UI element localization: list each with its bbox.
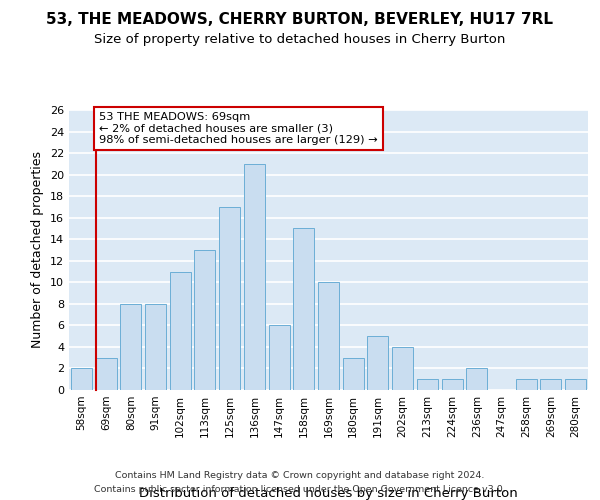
Y-axis label: Number of detached properties: Number of detached properties xyxy=(31,152,44,348)
Bar xyxy=(269,326,290,390)
Bar xyxy=(170,272,191,390)
X-axis label: Distribution of detached houses by size in Cherry Burton: Distribution of detached houses by size … xyxy=(139,487,518,500)
Text: 53, THE MEADOWS, CHERRY BURTON, BEVERLEY, HU17 7RL: 53, THE MEADOWS, CHERRY BURTON, BEVERLEY… xyxy=(47,12,554,28)
Bar xyxy=(145,304,166,390)
Text: 53 THE MEADOWS: 69sqm
← 2% of detached houses are smaller (3)
98% of semi-detach: 53 THE MEADOWS: 69sqm ← 2% of detached h… xyxy=(99,112,378,146)
Text: Contains HM Land Registry data © Crown copyright and database right 2024.: Contains HM Land Registry data © Crown c… xyxy=(115,471,485,480)
Bar xyxy=(244,164,265,390)
Bar xyxy=(516,379,537,390)
Bar xyxy=(318,282,339,390)
Bar xyxy=(466,368,487,390)
Bar xyxy=(442,379,463,390)
Bar xyxy=(565,379,586,390)
Bar xyxy=(417,379,438,390)
Bar xyxy=(293,228,314,390)
Bar xyxy=(120,304,141,390)
Bar xyxy=(95,358,116,390)
Bar xyxy=(194,250,215,390)
Bar xyxy=(219,207,240,390)
Text: Size of property relative to detached houses in Cherry Burton: Size of property relative to detached ho… xyxy=(94,32,506,46)
Bar xyxy=(541,379,562,390)
Bar xyxy=(367,336,388,390)
Text: Contains public sector information licensed under the Open Government Licence v3: Contains public sector information licen… xyxy=(94,485,506,494)
Bar xyxy=(343,358,364,390)
Bar xyxy=(71,368,92,390)
Bar xyxy=(392,347,413,390)
